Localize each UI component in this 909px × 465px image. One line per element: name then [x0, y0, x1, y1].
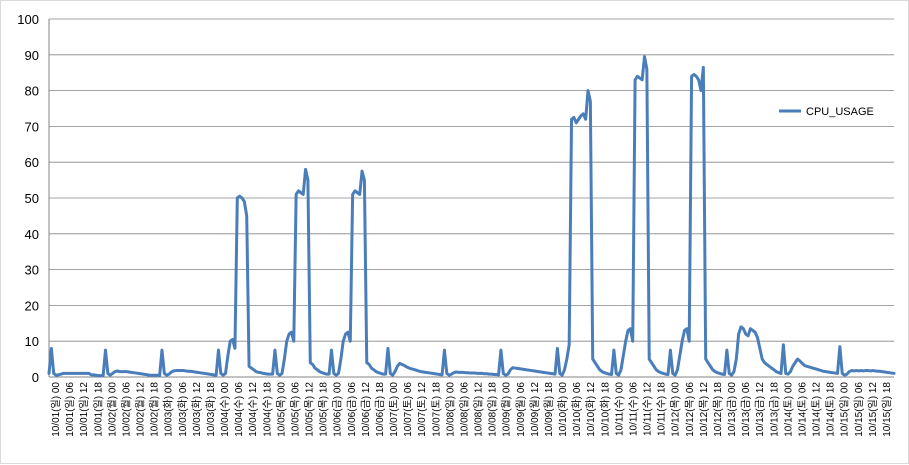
- x-tick-label: 10/09(월) 06: [515, 382, 527, 437]
- x-tick-label: 10/12(목) 06: [684, 382, 696, 437]
- x-tick-label: 10/07(토) 12: [417, 382, 428, 437]
- x-tick-label: 10/15(일) 18: [881, 382, 893, 437]
- x-tick-label: 10/10(화) 18: [599, 382, 611, 437]
- x-tick-label: 10/10(화) 06: [571, 382, 583, 437]
- x-tick-label: 10/15(일) 12: [867, 382, 879, 437]
- x-tick-label: 10/09(월) 12: [529, 382, 541, 437]
- x-tick-label: 10/11(수) 18: [656, 382, 668, 436]
- x-tick-label: 10/14(토) 06: [797, 382, 808, 437]
- y-tick-label: 80: [25, 84, 39, 99]
- x-tick-label: 10/03(화) 18: [205, 382, 217, 437]
- x-tick-label: 10/07(토) 06: [403, 382, 414, 437]
- y-tick-label: 40: [25, 227, 39, 242]
- x-tick-label: 10/14(토) 18: [826, 382, 837, 437]
- x-tick-label: 10/13(금) 06: [740, 382, 752, 437]
- x-tick-label: 10/06(금) 00: [332, 382, 344, 437]
- x-tick-label: 10/04(수) 18: [261, 382, 273, 437]
- x-tick-label: 10/14(토) 00: [783, 382, 794, 437]
- x-tick-label: 10/01(일) 00: [50, 382, 62, 437]
- x-tick-label: 10/05(목) 18: [318, 382, 330, 437]
- x-tick-label: 10/08(일) 12: [473, 382, 485, 437]
- x-tick-label: 10/04(수) 06: [233, 382, 245, 437]
- x-tick-label: 10/02(월) 06: [120, 382, 132, 437]
- x-tick-label: 10/13(금) 00: [726, 382, 738, 437]
- x-tick-label: 10/06(금) 12: [360, 382, 372, 437]
- y-axis-ticks: 0 10 20 30 40 50 60 70 80 90 100: [17, 12, 39, 385]
- legend: CPU_USAGE: [779, 106, 874, 118]
- x-tick-label: 10/08(일) 06: [458, 382, 470, 437]
- series-line-cpu-usage: [47, 55, 896, 378]
- x-tick-label: 10/05(목) 06: [289, 382, 301, 437]
- x-tick-label: 10/06(금) 06: [346, 382, 358, 437]
- x-tick-label: 10/12(목) 18: [712, 382, 724, 437]
- x-tick-label: 10/03(화) 06: [177, 382, 189, 437]
- y-tick-label: 60: [25, 155, 39, 170]
- x-tick-label: 10/13(금) 12: [754, 382, 766, 437]
- x-tick-label: 10/10(화) 00: [557, 382, 569, 437]
- y-tick-label: 90: [25, 48, 39, 63]
- x-tick-label: 10/01(일) 06: [64, 382, 76, 437]
- x-tick-label: 10/08(일) 00: [444, 382, 456, 437]
- x-tick-label: 10/09(월) 18: [543, 382, 555, 437]
- x-tick-label: 10/06(금) 18: [374, 382, 386, 437]
- gridlines: [49, 18, 894, 342]
- x-tick-label: 10/11(수) 12: [642, 382, 654, 436]
- x-tick-label: 10/01(일) 18: [92, 382, 104, 437]
- axes: [48, 19, 894, 378]
- x-tick-label: 10/02(월) 18: [149, 382, 161, 437]
- y-tick-label: 10: [25, 334, 39, 349]
- x-tick-label: 10/11(수) 06: [627, 382, 639, 436]
- series-layer: [47, 55, 896, 378]
- x-axis-ticks: 10/01(일) 00 10/01(일) 06 10/01(일) 12 10/01(일…: [50, 382, 893, 437]
- x-tick-label: 10/05(목) 12: [304, 382, 316, 437]
- x-tick-label: 10/14(토) 12: [812, 382, 823, 437]
- x-tick-label: 10/08(일) 18: [487, 382, 499, 437]
- x-tick-label: 10/04(수) 12: [247, 382, 259, 437]
- y-tick-label: 30: [25, 263, 39, 278]
- x-tick-label: 10/02(월) 12: [135, 382, 147, 437]
- x-tick-label: 10/04(수) 00: [219, 382, 231, 437]
- y-tick-label: 100: [17, 12, 39, 27]
- y-tick-label: 0: [32, 370, 39, 385]
- x-tick-label: 10/11(수) 00: [613, 382, 625, 436]
- x-tick-label: 10/01(일) 12: [78, 382, 90, 437]
- x-tick-label: 10/07(토) 00: [389, 382, 400, 437]
- x-tick-label: 10/03(화) 12: [191, 382, 203, 437]
- x-tick-label: 10/12(목) 12: [698, 382, 710, 437]
- x-tick-label: 10/12(목) 00: [670, 382, 682, 437]
- y-tick-label: 70: [25, 119, 39, 134]
- x-tick-label: 10/03(화) 00: [163, 382, 175, 437]
- y-tick-label: 50: [25, 191, 39, 206]
- x-tick-label: 10/09(월) 00: [501, 382, 513, 437]
- x-tick-label: 10/15(일) 00: [839, 382, 851, 437]
- x-tick-label: 10/15(일) 06: [853, 382, 865, 437]
- x-tick-label: 10/05(목) 00: [275, 382, 287, 437]
- x-tick-label: 10/02(월) 00: [106, 382, 118, 437]
- legend-label-cpu-usage: CPU_USAGE: [806, 106, 874, 118]
- x-tick-label: 10/07(토) 18: [431, 382, 442, 437]
- x-tick-label: 10/13(금) 18: [768, 382, 780, 437]
- y-tick-label: 20: [25, 298, 39, 313]
- x-tick-label: 10/10(화) 12: [585, 382, 597, 437]
